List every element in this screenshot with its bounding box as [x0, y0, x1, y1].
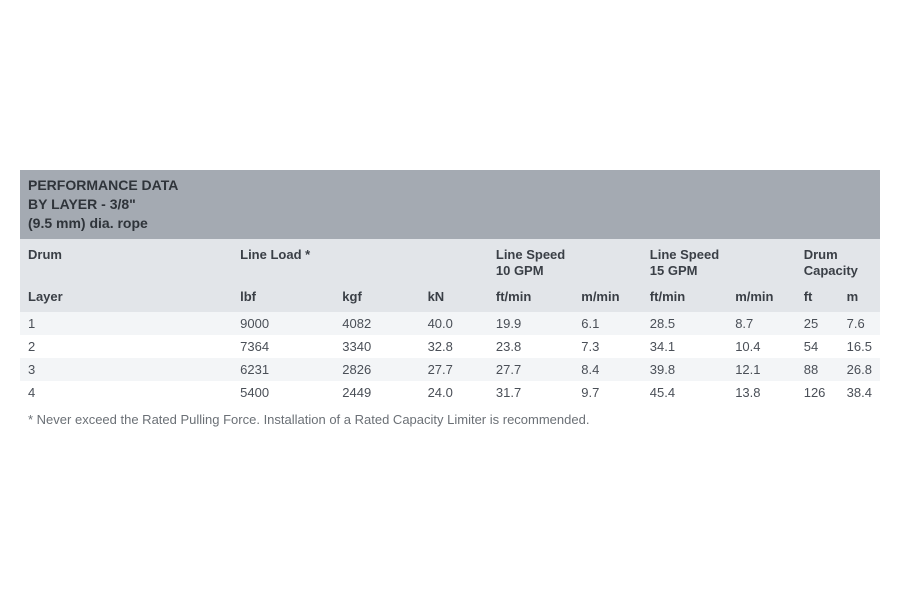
group-header-row: Drum Line Load * Line Speed 10 GPM Line … — [20, 239, 880, 284]
hdr-line-speed-10: Line Speed 10 GPM — [488, 239, 642, 284]
unit-mmin10: m/min — [573, 283, 642, 312]
cell-kgf: 2449 — [334, 381, 419, 404]
hdr-drum-capacity: Drum Capacity — [796, 239, 880, 284]
unit-mmin15: m/min — [727, 283, 796, 312]
unit-lbf: lbf — [232, 283, 334, 312]
footnote: * Never exceed the Rated Pulling Force. … — [20, 404, 880, 427]
unit-kgf: kgf — [334, 283, 419, 312]
unit-ftmin15: ft/min — [642, 283, 727, 312]
cell-m10: 9.7 — [573, 381, 642, 404]
unit-layer: Layer — [20, 283, 232, 312]
cell-ft: 54 — [796, 335, 839, 358]
hdr-line-speed-15-sub: 15 GPM — [650, 263, 698, 278]
cell-m10: 8.4 — [573, 358, 642, 381]
cell-ft: 88 — [796, 358, 839, 381]
table-row: 1 9000 4082 40.0 19.9 6.1 28.5 8.7 25 7.… — [20, 312, 880, 335]
performance-table-container: PERFORMANCE DATA BY LAYER - 3/8" (9.5 mm… — [0, 0, 900, 427]
table-title-row: PERFORMANCE DATA BY LAYER - 3/8" (9.5 mm… — [20, 170, 880, 239]
cell-ft10: 19.9 — [488, 312, 573, 335]
hdr-line-speed-10-label: Line Speed — [496, 247, 565, 262]
cell-m: 7.6 — [839, 312, 880, 335]
hdr-drum-capacity-sub: Capacity — [804, 263, 858, 278]
cell-lbf: 5400 — [232, 381, 334, 404]
cell-layer: 4 — [20, 381, 232, 404]
cell-kgf: 4082 — [334, 312, 419, 335]
unit-header-row: Layer lbf kgf kN ft/min m/min ft/min m/m… — [20, 283, 880, 312]
hdr-drum-capacity-label: Drum — [804, 247, 838, 262]
cell-ft15: 34.1 — [642, 335, 727, 358]
unit-ftmin10: ft/min — [488, 283, 573, 312]
cell-kn: 40.0 — [420, 312, 488, 335]
cell-m10: 6.1 — [573, 312, 642, 335]
cell-kgf: 2826 — [334, 358, 419, 381]
cell-kn: 24.0 — [420, 381, 488, 404]
cell-kgf: 3340 — [334, 335, 419, 358]
hdr-line-speed-10-sub: 10 GPM — [496, 263, 544, 278]
title-line-3: (9.5 mm) dia. rope — [28, 215, 148, 231]
table-row: 4 5400 2449 24.0 31.7 9.7 45.4 13.8 126 … — [20, 381, 880, 404]
cell-m15: 8.7 — [727, 312, 796, 335]
title-line-2: BY LAYER - 3/8" — [28, 196, 136, 212]
cell-ft: 25 — [796, 312, 839, 335]
performance-table: PERFORMANCE DATA BY LAYER - 3/8" (9.5 mm… — [20, 170, 880, 404]
cell-m10: 7.3 — [573, 335, 642, 358]
cell-ft10: 31.7 — [488, 381, 573, 404]
cell-lbf: 7364 — [232, 335, 334, 358]
cell-kn: 27.7 — [420, 358, 488, 381]
cell-ft15: 39.8 — [642, 358, 727, 381]
cell-m: 26.8 — [839, 358, 880, 381]
cell-layer: 3 — [20, 358, 232, 381]
hdr-line-load: Line Load * — [232, 239, 488, 284]
cell-layer: 1 — [20, 312, 232, 335]
unit-kn: kN — [420, 283, 488, 312]
cell-layer: 2 — [20, 335, 232, 358]
unit-m: m — [839, 283, 880, 312]
cell-m: 38.4 — [839, 381, 880, 404]
cell-ft: 126 — [796, 381, 839, 404]
cell-m: 16.5 — [839, 335, 880, 358]
cell-ft10: 27.7 — [488, 358, 573, 381]
cell-ft15: 45.4 — [642, 381, 727, 404]
cell-m15: 12.1 — [727, 358, 796, 381]
cell-lbf: 6231 — [232, 358, 334, 381]
cell-lbf: 9000 — [232, 312, 334, 335]
cell-ft10: 23.8 — [488, 335, 573, 358]
cell-m15: 10.4 — [727, 335, 796, 358]
cell-ft15: 28.5 — [642, 312, 727, 335]
table-row: 3 6231 2826 27.7 27.7 8.4 39.8 12.1 88 2… — [20, 358, 880, 381]
hdr-line-speed-15: Line Speed 15 GPM — [642, 239, 796, 284]
cell-kn: 32.8 — [420, 335, 488, 358]
hdr-drum: Drum — [20, 239, 232, 284]
table-row: 2 7364 3340 32.8 23.8 7.3 34.1 10.4 54 1… — [20, 335, 880, 358]
hdr-line-speed-15-label: Line Speed — [650, 247, 719, 262]
table-title: PERFORMANCE DATA BY LAYER - 3/8" (9.5 mm… — [20, 170, 880, 239]
unit-ft: ft — [796, 283, 839, 312]
cell-m15: 13.8 — [727, 381, 796, 404]
title-line-1: PERFORMANCE DATA — [28, 177, 178, 193]
